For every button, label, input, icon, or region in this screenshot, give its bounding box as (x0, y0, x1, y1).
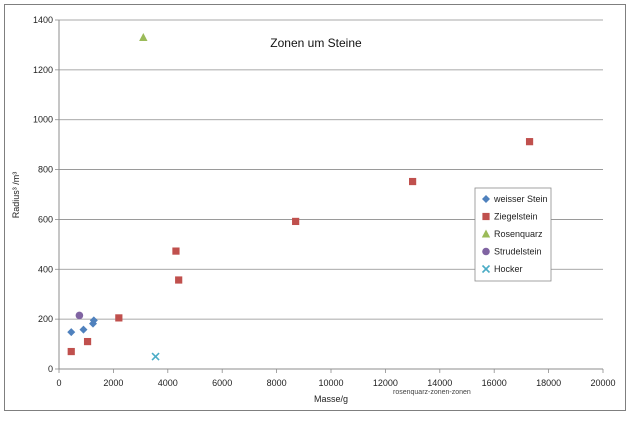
data-point-ziegelstein (525, 138, 534, 146)
data-points (67, 32, 534, 361)
data-point-ziegelstein (175, 276, 183, 284)
x-tick-label: 12000 (373, 378, 398, 388)
grid-lines (59, 19, 603, 320)
chart-frame: 0 200 400 600 800 1000 1200 1400 0 2000 4000 6000 8… (4, 4, 626, 411)
y-tick-label: 0 (48, 364, 53, 374)
legend-marker-ziegelstein (482, 212, 490, 221)
data-point-ziegelstein (172, 247, 180, 255)
x-tick-label: 8000 (267, 378, 287, 388)
y-tick-label: 400 (38, 264, 53, 274)
y-tick-label: 200 (38, 314, 53, 324)
axes (55, 19, 604, 373)
x-marker-stroke (151, 352, 160, 361)
x-tick-label: 0 (56, 378, 61, 388)
legend-label-rosenquarz: Rosenquarz (494, 229, 543, 239)
legend-marker-weisser-stein (482, 195, 490, 203)
y-tick-label: 1000 (33, 115, 53, 125)
data-point-ziegelstein (115, 314, 123, 322)
footnote: rosenquarz-zonen-zonen (393, 389, 471, 396)
legend-label-ziegelstein: Ziegelstein (494, 212, 538, 222)
x-tick-label: 10000 (318, 378, 343, 388)
legend-label-strudelstein: Strudelstein (494, 247, 542, 257)
x-tick-label: 16000 (482, 378, 507, 388)
data-point-ziegelstein (67, 347, 75, 356)
legend-marker-rosenquarz (481, 229, 491, 238)
data-point-ziegelstein (409, 177, 417, 186)
x-tick-label: 2000 (103, 378, 123, 388)
y-tick-label: 1200 (33, 65, 53, 75)
y-tick-labels: 0 200 400 600 800 1000 1200 1400 (33, 15, 53, 374)
data-point-ziegelstein (83, 337, 92, 346)
x-tick-labels: 0 2000 4000 6000 8000 10000 12000 14000 16000 180… (56, 378, 615, 388)
data-point-weisser-stein (67, 328, 76, 337)
legend-label-hocker: Hocker (494, 264, 523, 274)
data-point-strudelstein (75, 311, 84, 320)
y-tick-label: 600 (38, 214, 53, 224)
legend-label-weisser-stein: weisser Stein (493, 194, 548, 204)
x-tick-label: 18000 (536, 378, 561, 388)
data-point-weisser-stein (89, 316, 98, 325)
x-tick-label: 6000 (212, 378, 232, 388)
x-tick-label: 14000 (427, 378, 452, 388)
x-tick-label: 20000 (590, 378, 615, 388)
scatter-chart: 0 200 400 600 800 1000 1200 1400 0 2000 4000 6000 8… (11, 15, 616, 404)
data-point-ziegelstein (292, 217, 300, 226)
y-axis-label: Radius³ /m³ (11, 172, 21, 219)
legend: weisser Stein Ziegelstein Rosenquarz Strude… (474, 187, 552, 282)
chart-title: Zonen um Steine (270, 36, 362, 50)
y-tick-label: 800 (38, 165, 53, 175)
legend-marker-hocker (481, 264, 491, 274)
x-marker-stroke (481, 264, 491, 274)
data-point-weisser-stein (79, 325, 88, 334)
legend-marker-strudelstein (482, 247, 490, 256)
data-point-hocker (151, 352, 160, 361)
x-axis-label: Masse/g (314, 394, 348, 404)
y-tick-label: 1400 (33, 15, 53, 25)
data-point-rosenquarz (139, 32, 148, 41)
x-tick-label: 4000 (158, 378, 178, 388)
